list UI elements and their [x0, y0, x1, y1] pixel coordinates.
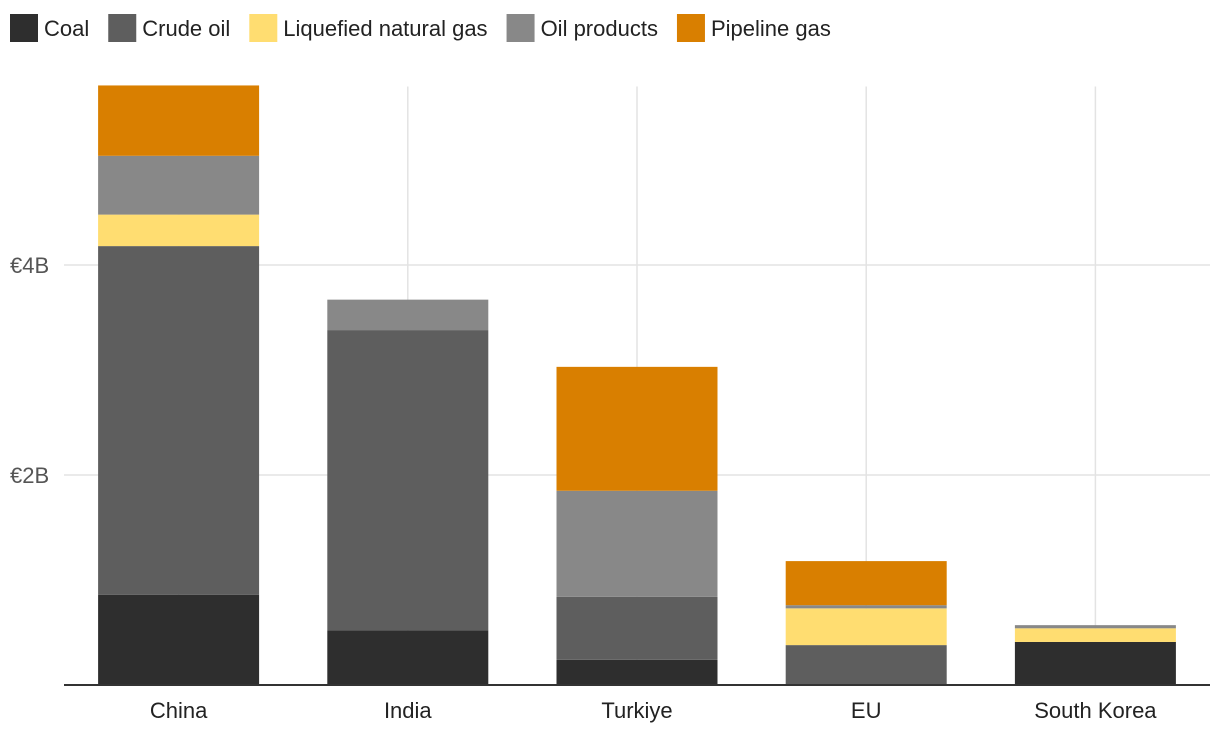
bar-south-korea-liquefied-natural-gas[interactable]: South Korea — Liquefied natural gas: €0.… — [1014, 628, 1176, 642]
bar-china-coal[interactable]: China — Coal: €0.86B — [98, 594, 260, 685]
bar-china-pipeline-gas[interactable]: China — Pipeline gas: €0.67B — [98, 85, 260, 156]
legend-swatch-liquefied-natural-gas — [249, 14, 278, 42]
bar-stack-india: India — Coal: €0.52BIndia — Crude oil: €… — [327, 299, 489, 685]
legend-swatch-oil-products — [506, 14, 535, 42]
x-tick-label-south-korea: South Korea — [1034, 698, 1157, 723]
bar-india-crude-oil[interactable]: India — Crude oil: €2.86B — [327, 330, 489, 631]
bar-south-korea-oil-products[interactable]: South Korea — Oil products: €0.03B — [1014, 625, 1176, 629]
bar-eu-oil-products[interactable]: EU — Oil products: €0.03B — [785, 605, 947, 609]
legend-item-oil-products: Oil products — [506, 14, 658, 42]
legend-swatch-pipeline-gas — [676, 14, 705, 42]
legend: Coal Crude oil Liquefied natural gas Oil pr… — [10, 14, 831, 42]
bar-turkiye-crude-oil[interactable]: Turkiye — Crude oil: €0.6B — [556, 596, 718, 660]
bars: China — Coal: €0.86BChina — Crude oil: €… — [98, 85, 1176, 685]
axes: €2B €4B China India Turkiye EU South Korea — [10, 253, 1210, 723]
bar-stack-china: China — Coal: €0.86BChina — Crude oil: €… — [98, 85, 260, 685]
x-tick-label-eu: EU — [851, 698, 882, 723]
y-tick-label: €2B — [10, 463, 49, 488]
bar-south-korea-coal[interactable]: South Korea — Coal: €0.41B — [1014, 641, 1176, 685]
legend-label-pipeline-gas: Pipeline gas — [711, 16, 831, 41]
bar-eu-crude-oil[interactable]: EU — Crude oil: €0.38B — [785, 645, 947, 685]
bar-turkiye-oil-products[interactable]: Turkiye — Oil products: €1.01B — [556, 490, 718, 597]
x-tick-label-china: China — [150, 698, 208, 723]
bar-india-oil-products[interactable]: India — Oil products: €0.29B — [327, 299, 489, 331]
bar-china-liquefied-natural-gas[interactable]: China — Liquefied natural gas: €0.3B — [98, 214, 260, 247]
bar-eu-liquefied-natural-gas[interactable]: EU — Liquefied natural gas: €0.35B — [785, 608, 947, 646]
bar-eu-pipeline-gas[interactable]: EU — Pipeline gas: €0.42B — [785, 561, 947, 606]
bar-india-coal[interactable]: India — Coal: €0.52B — [327, 630, 489, 685]
legend-item-pipeline-gas: Pipeline gas — [676, 14, 831, 42]
bar-stack-eu: EU — Crude oil: €0.38BEU — Liquefied nat… — [785, 561, 947, 685]
legend-item-liquefied-natural-gas: Liquefied natural gas — [249, 14, 488, 42]
x-tick-label-turkiye: Turkiye — [601, 698, 672, 723]
legend-item-coal: Coal — [10, 14, 89, 42]
bar-china-crude-oil[interactable]: China — Crude oil: €3.32B — [98, 246, 260, 595]
legend-item-crude-oil: Crude oil — [108, 14, 230, 42]
bar-turkiye-coal[interactable]: Turkiye — Coal: €0.24B — [556, 659, 718, 685]
legend-swatch-crude-oil — [108, 14, 137, 42]
x-tick-label-india: India — [384, 698, 432, 723]
bar-turkiye-pipeline-gas[interactable]: Turkiye — Pipeline gas: €1.18B — [556, 366, 718, 491]
legend-label-crude-oil: Crude oil — [142, 16, 230, 41]
legend-label-liquefied-natural-gas: Liquefied natural gas — [283, 16, 487, 41]
bar-stack-south-korea: South Korea — Coal: €0.41BSouth Korea — … — [1014, 625, 1176, 685]
legend-label-coal: Coal — [44, 16, 89, 41]
bar-china-oil-products[interactable]: China — Oil products: €0.56B — [98, 155, 260, 215]
legend-swatch-coal — [10, 14, 38, 42]
bar-stack-turkiye: Turkiye — Coal: €0.24BTurkiye — Crude oi… — [556, 366, 718, 685]
legend-label-oil-products: Oil products — [541, 16, 658, 41]
y-tick-label: €4B — [10, 253, 49, 278]
